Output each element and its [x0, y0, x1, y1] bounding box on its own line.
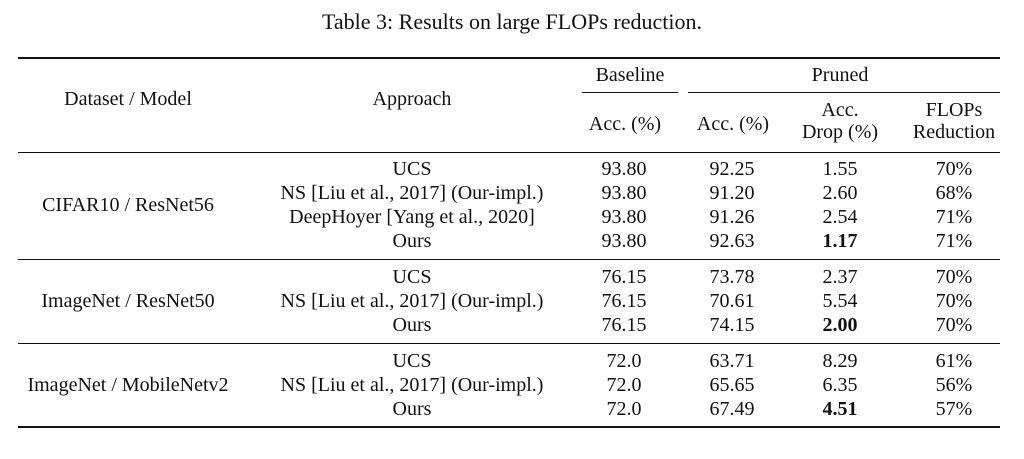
group-label: CIFAR10 / ResNet56 — [42, 194, 214, 216]
cell-flops: 57% — [935, 398, 973, 420]
cell-acc-drop: 2.54 — [822, 206, 858, 228]
header-pruned-acc: Acc. (%) — [696, 113, 770, 135]
cell-approach: DeepHoyer [Yang et al., 2020] — [289, 206, 535, 228]
cell-approach: NS [Liu et al., 2017] (Our-impl.) — [280, 374, 544, 396]
cell-pruned-acc: 65.65 — [709, 374, 755, 396]
cell-acc-drop: 2.60 — [822, 182, 858, 204]
cell-pruned-acc: 91.26 — [709, 206, 755, 228]
cell-acc-drop-best: 2.00 — [822, 314, 858, 336]
cell-baseline-acc: 93.80 — [601, 206, 647, 228]
cell-approach: NS [Liu et al., 2017] (Our-impl.) — [280, 290, 544, 312]
bottom-rule — [18, 426, 1000, 428]
cell-pruned-acc: 70.61 — [709, 290, 755, 312]
cell-pruned-acc: 63.71 — [709, 350, 755, 372]
cell-acc-drop: 8.29 — [822, 350, 858, 372]
group-label: ImageNet / ResNet50 — [41, 290, 215, 312]
cell-baseline-acc: 93.80 — [601, 230, 647, 252]
group-label: ImageNet / MobileNetv2 — [27, 374, 229, 396]
header-acc-drop-line2: Drop (%) — [801, 121, 879, 143]
cell-acc-drop: 2.37 — [822, 266, 858, 288]
cell-approach: Ours — [392, 230, 432, 252]
cell-approach: Ours — [392, 314, 432, 336]
cell-baseline-acc: 72.0 — [606, 374, 642, 396]
pruned-cmidrule — [688, 92, 1000, 93]
cell-baseline-acc: 93.80 — [601, 158, 647, 180]
group-rule-1 — [18, 259, 1000, 260]
cell-acc-drop-best: 1.17 — [822, 230, 858, 252]
cell-flops: 70% — [935, 290, 973, 312]
header-flops-line1: FLOPs — [925, 99, 983, 121]
baseline-cmidrule — [582, 92, 678, 93]
header-dataset-model: Dataset / Model — [64, 88, 192, 110]
cell-flops: 70% — [935, 158, 973, 180]
cell-baseline-acc: 72.0 — [606, 398, 642, 420]
group-rule-2 — [18, 343, 1000, 344]
cell-baseline-acc: 93.80 — [601, 182, 647, 204]
cell-baseline-acc: 72.0 — [606, 350, 642, 372]
header-baseline-acc: Acc. (%) — [588, 113, 662, 135]
table-caption: Table 3: Results on large FLOPs reductio… — [322, 9, 702, 34]
cell-flops: 56% — [935, 374, 973, 396]
cell-pruned-acc: 74.15 — [709, 314, 755, 336]
cell-approach: UCS — [392, 266, 432, 288]
cell-flops: 70% — [935, 314, 973, 336]
top-rule — [18, 57, 1000, 59]
cell-acc-drop: 1.55 — [822, 158, 858, 180]
cell-acc-drop: 5.54 — [822, 290, 858, 312]
cell-approach: UCS — [392, 158, 432, 180]
header-flops-line2: Reduction — [912, 121, 996, 143]
cell-approach: Ours — [392, 398, 432, 420]
cell-flops: 70% — [935, 266, 973, 288]
cell-baseline-acc: 76.15 — [601, 290, 647, 312]
header-acc-drop-line1: Acc. — [821, 99, 859, 121]
cell-approach: NS [Liu et al., 2017] (Our-impl.) — [280, 182, 544, 204]
cell-pruned-acc: 67.49 — [709, 398, 755, 420]
header-pruned: Pruned — [811, 64, 869, 86]
header-approach: Approach — [372, 88, 452, 110]
header-flops-reduction: FLOPs Reduction — [913, 99, 995, 143]
header-acc-drop: Acc. Drop (%) — [802, 99, 878, 143]
cell-pruned-acc: 73.78 — [709, 266, 755, 288]
cell-acc-drop-best: 4.51 — [822, 398, 858, 420]
cell-flops: 71% — [935, 230, 973, 252]
cell-baseline-acc: 76.15 — [601, 314, 647, 336]
cell-approach: UCS — [392, 350, 432, 372]
cell-pruned-acc: 91.20 — [709, 182, 755, 204]
cell-pruned-acc: 92.63 — [709, 230, 755, 252]
cell-acc-drop: 6.35 — [822, 374, 858, 396]
cell-flops: 71% — [935, 206, 973, 228]
cell-flops: 68% — [935, 182, 973, 204]
header-baseline: Baseline — [595, 64, 665, 86]
header-rule — [18, 152, 1000, 153]
cell-flops: 61% — [935, 350, 973, 372]
cell-pruned-acc: 92.25 — [709, 158, 755, 180]
cell-baseline-acc: 76.15 — [601, 266, 647, 288]
